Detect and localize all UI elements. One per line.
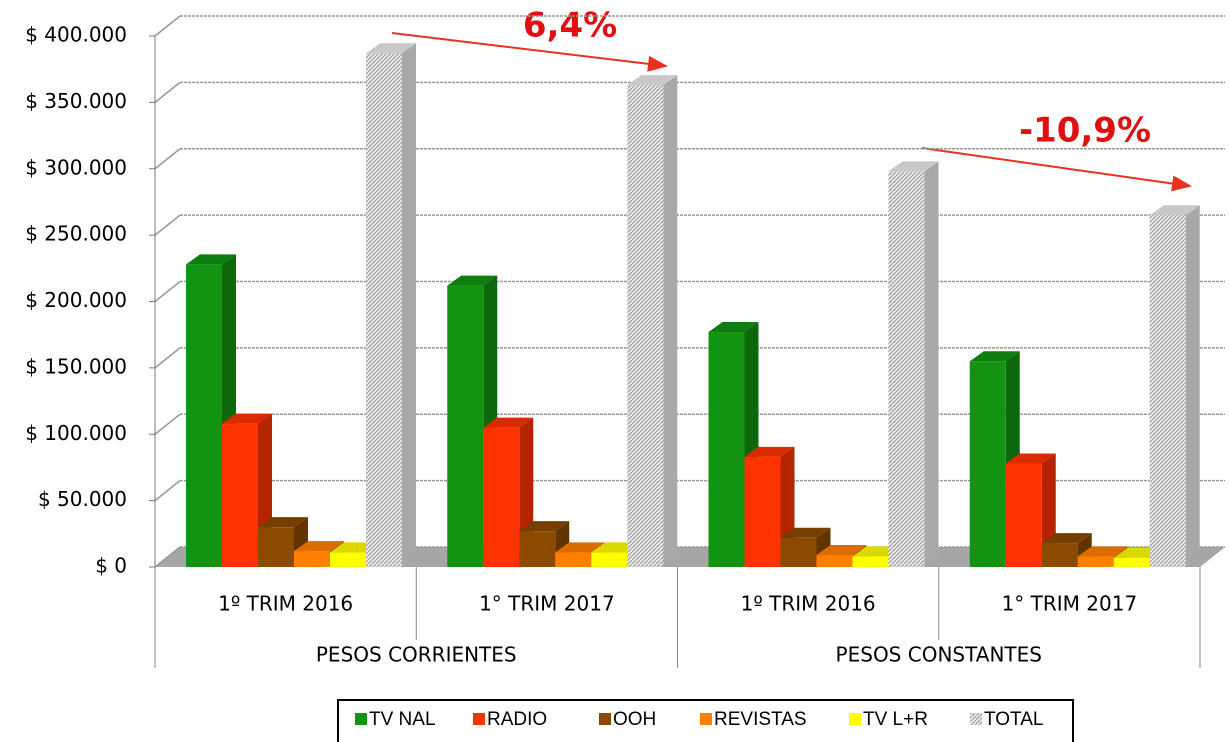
bar-top bbox=[1005, 453, 1056, 464]
annotation: 6,4% bbox=[523, 6, 617, 46]
bar bbox=[744, 456, 781, 567]
grid-line bbox=[154, 15, 181, 37]
bar bbox=[969, 361, 1006, 567]
bar bbox=[366, 53, 402, 567]
legend-swatch bbox=[700, 713, 712, 725]
grid-line bbox=[154, 480, 181, 502]
bar bbox=[555, 552, 592, 567]
grid-line bbox=[154, 413, 181, 435]
bar bbox=[816, 555, 853, 567]
bar-side bbox=[1185, 205, 1200, 567]
bar bbox=[780, 537, 817, 567]
legend-label: TV L+R bbox=[863, 709, 928, 730]
bar bbox=[627, 85, 664, 568]
bar bbox=[258, 527, 294, 567]
bar-side bbox=[663, 75, 678, 568]
bar-top bbox=[483, 417, 534, 428]
grid-line bbox=[154, 280, 181, 303]
bar bbox=[519, 531, 556, 567]
bar-top bbox=[258, 517, 308, 528]
legend-swatch bbox=[355, 713, 367, 725]
bar bbox=[222, 423, 258, 567]
bar-top bbox=[222, 413, 272, 424]
arrow bbox=[921, 147, 1192, 192]
grid-line bbox=[154, 347, 181, 369]
x-tick-label: 1º TRIM 2016 bbox=[218, 592, 353, 616]
bar bbox=[447, 285, 484, 567]
x-tick-label: 1º TRIM 2016 bbox=[741, 592, 876, 616]
legend-swatch bbox=[849, 713, 861, 725]
y-tick-label: $ 350.000 bbox=[25, 89, 127, 113]
y-tick-label: $ 250.000 bbox=[25, 222, 127, 246]
x-tick-label: 1° TRIM 2017 bbox=[479, 592, 615, 616]
bar-top bbox=[555, 542, 606, 553]
y-tick-label: $ 100.000 bbox=[25, 421, 127, 445]
grid-line bbox=[154, 148, 181, 170]
bar-top bbox=[744, 446, 795, 457]
bar bbox=[708, 332, 745, 567]
bar-top bbox=[969, 351, 1020, 362]
bar-top bbox=[1077, 546, 1128, 557]
group-label: PESOS CORRIENTES bbox=[316, 643, 517, 667]
y-tick-label: $ 400.000 bbox=[25, 23, 127, 47]
y-tick-label: $ 200.000 bbox=[25, 288, 127, 312]
y-tick-label: $ 50.000 bbox=[38, 487, 127, 511]
y-tick-label: $ 300.000 bbox=[25, 155, 127, 179]
legend-label: TV NAL bbox=[369, 709, 436, 730]
y-tick-label: $ 0 bbox=[95, 554, 127, 578]
bar-top bbox=[1149, 205, 1200, 216]
legend-label: REVISTAS bbox=[714, 709, 807, 730]
bar-top bbox=[447, 275, 498, 286]
legend-label: RADIO bbox=[487, 709, 547, 730]
x-tick-label: 1° TRIM 2017 bbox=[1002, 592, 1138, 616]
bar bbox=[186, 264, 222, 567]
group-label: PESOS CONSTANTES bbox=[836, 643, 1042, 667]
bar-top bbox=[627, 75, 678, 86]
bar-top bbox=[1041, 533, 1092, 544]
bar-top bbox=[708, 322, 759, 333]
bar-side bbox=[402, 43, 416, 567]
bar bbox=[1113, 557, 1150, 567]
legend-label: TOTAL bbox=[984, 709, 1043, 730]
grid-line bbox=[154, 546, 181, 568]
bar-top bbox=[294, 541, 344, 552]
bar bbox=[1041, 543, 1078, 567]
bar bbox=[483, 427, 520, 567]
grid-line bbox=[154, 214, 181, 236]
legend-swatch bbox=[473, 713, 485, 725]
bar bbox=[1005, 463, 1042, 567]
arrow bbox=[391, 32, 668, 72]
bar-top bbox=[519, 521, 570, 532]
bar bbox=[1149, 215, 1186, 567]
annotation: -10,9% bbox=[1019, 111, 1151, 151]
legend-label: OOH bbox=[613, 709, 656, 730]
bar-top bbox=[780, 527, 831, 538]
y-tick-label: $ 150.000 bbox=[25, 354, 127, 378]
grid-line bbox=[154, 81, 181, 103]
bar-top bbox=[186, 254, 236, 265]
bar bbox=[294, 551, 330, 567]
bar bbox=[330, 552, 366, 567]
bar bbox=[1077, 556, 1114, 567]
bar bbox=[888, 171, 925, 567]
bar bbox=[852, 556, 889, 567]
floor bbox=[155, 547, 1225, 567]
bar-side bbox=[924, 161, 939, 567]
bar-top bbox=[366, 43, 416, 54]
bar bbox=[591, 552, 628, 567]
bar-top bbox=[816, 545, 867, 556]
legend-swatch bbox=[970, 713, 982, 725]
legend-swatch bbox=[599, 713, 611, 725]
bar-top bbox=[888, 161, 939, 172]
